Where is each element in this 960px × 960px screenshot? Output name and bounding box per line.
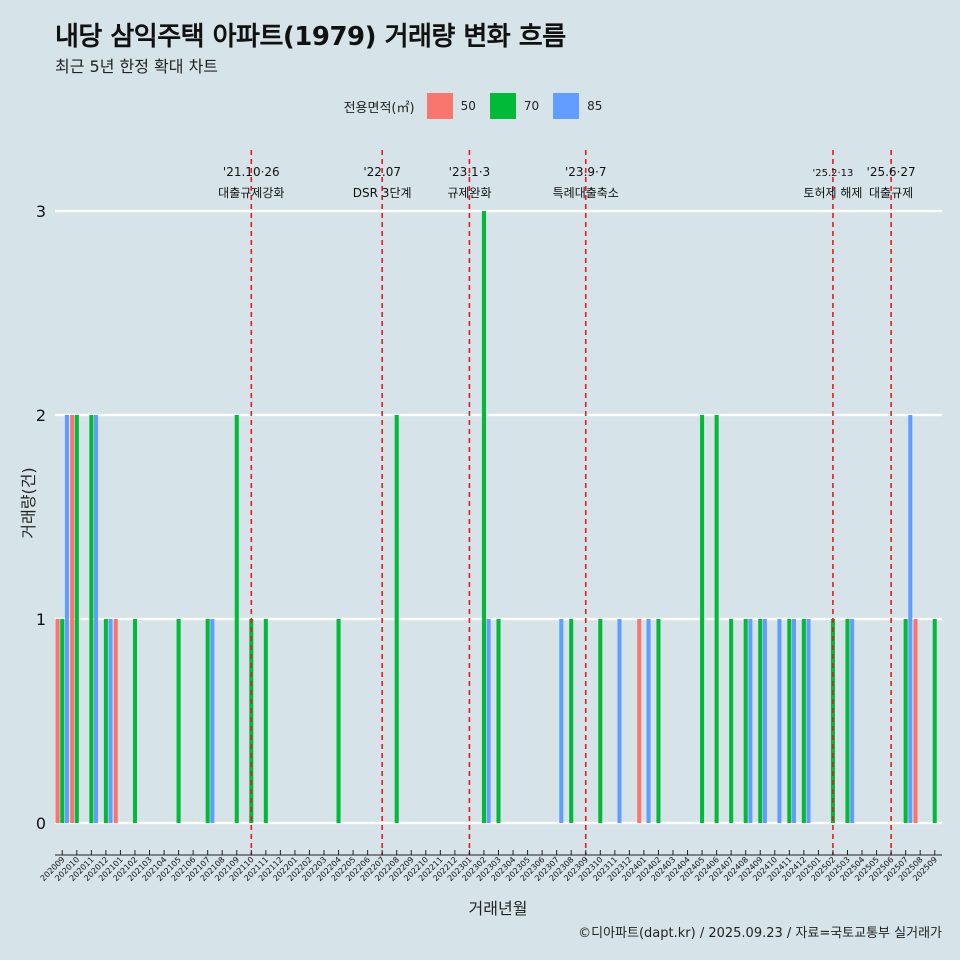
bar-85-202412 bbox=[806, 619, 811, 823]
bar-70-202402 bbox=[656, 619, 661, 823]
event-name-label: 대출규제 bbox=[869, 186, 913, 200]
bar-70-202412 bbox=[801, 619, 806, 823]
legend-label-85: 85 bbox=[587, 99, 603, 113]
bar-85-202411 bbox=[791, 619, 796, 823]
legend-swatch-85 bbox=[553, 93, 580, 119]
annotations: '21.10·26 대출규제강화 '22.07 DSR 3단계 '23.1·3 규제완화 '… bbox=[218, 150, 916, 855]
bar-70-202407 bbox=[729, 619, 734, 823]
y-tick-label: 0 bbox=[36, 814, 46, 833]
bar-70-202208 bbox=[394, 415, 399, 823]
bar-70-202408 bbox=[743, 619, 748, 823]
y-tick-label: 2 bbox=[36, 406, 46, 425]
chart-subtitle: 최근 5년 한정 확대 차트 bbox=[55, 57, 219, 76]
bar-50-202101 bbox=[113, 619, 118, 823]
bar-85-202409 bbox=[762, 619, 767, 823]
bar-70-202111 bbox=[263, 619, 268, 823]
bar-70-202310 bbox=[598, 619, 603, 823]
bar-50-202508 bbox=[913, 619, 918, 823]
bar-70-202503 bbox=[845, 619, 850, 823]
bar-70-202411 bbox=[787, 619, 792, 823]
bar-70-202109 bbox=[234, 415, 239, 823]
bar-85-202503 bbox=[850, 619, 855, 823]
bar-85-202507 bbox=[908, 415, 913, 823]
source-caption: ©디아파트(dapt.kr) / 2025.09.23 / 자료=국토교통부 실… bbox=[578, 926, 942, 941]
event-name-label: DSR 3단계 bbox=[353, 186, 412, 200]
bar-70-202303 bbox=[496, 619, 501, 823]
y-tick-label: 3 bbox=[36, 202, 46, 221]
bar-70-202012 bbox=[103, 619, 108, 823]
legend-item-85: 85 bbox=[553, 93, 602, 119]
event-date-label: '25.2·13 bbox=[812, 168, 853, 179]
bar-85-202012 bbox=[108, 619, 113, 823]
bar-85-202011 bbox=[93, 415, 99, 823]
bar-70-202406 bbox=[714, 415, 719, 823]
bar-85-202408 bbox=[748, 619, 753, 823]
bar-70-202011 bbox=[89, 415, 94, 823]
bar-85-202009 bbox=[64, 415, 69, 823]
legend-title: 전용면적(㎡) bbox=[343, 100, 415, 116]
event-date-label: '21.10·26 bbox=[223, 165, 280, 179]
bar-70-202105 bbox=[176, 619, 181, 823]
event-date-label: '22.07 bbox=[363, 165, 401, 179]
y-tick-label: 1 bbox=[36, 610, 46, 629]
bar-50-202010 bbox=[70, 415, 75, 823]
bars bbox=[55, 211, 937, 823]
bar-85-202410 bbox=[777, 619, 782, 823]
bar-70-202409 bbox=[758, 619, 763, 823]
bar-70-202107 bbox=[205, 619, 210, 823]
bar-85-202311 bbox=[617, 619, 622, 823]
y-axis-label: 거래량(건) bbox=[19, 467, 38, 538]
bar-70-202308 bbox=[569, 619, 574, 823]
bar-50-202401 bbox=[637, 619, 642, 823]
event-name-label: 특례대출축소 bbox=[553, 186, 619, 200]
event-date-label: '23.1·3 bbox=[449, 165, 490, 179]
legend-label-70: 70 bbox=[523, 99, 540, 113]
legend-item-50: 50 bbox=[426, 93, 476, 119]
event-date-label: '23.9·7 bbox=[565, 165, 606, 179]
bar-70-202405 bbox=[700, 415, 705, 823]
bar-70-202204 bbox=[336, 619, 341, 823]
bar-70-202010 bbox=[74, 415, 79, 823]
legend-swatch-70 bbox=[489, 93, 516, 119]
bar-70-202509 bbox=[932, 619, 937, 823]
bar-70-202507 bbox=[903, 619, 908, 823]
chart-title: 내당 삼익주택 아파트(1979) 거래량 변화 흐름 bbox=[55, 22, 566, 52]
legend-label-50: 50 bbox=[460, 99, 476, 113]
bar-85-202302 bbox=[486, 619, 491, 823]
legend-item-70: 70 bbox=[489, 93, 540, 119]
event-name-label: 토허제 해제 bbox=[803, 186, 862, 200]
bar-70-202009 bbox=[60, 619, 65, 823]
bar-85-202401 bbox=[646, 619, 651, 823]
x-axis-label: 거래년월 bbox=[469, 899, 528, 918]
legend: 전용면적(㎡) 50 70 85 bbox=[0, 93, 960, 119]
event-name-label: 대출규제강화 bbox=[218, 186, 284, 200]
bar-70-202102 bbox=[132, 619, 138, 823]
bar-85-202307 bbox=[559, 619, 564, 823]
bar-85-202107 bbox=[210, 619, 215, 823]
event-name-label: 규제완화 bbox=[447, 186, 491, 200]
bar-70-202302 bbox=[481, 211, 486, 823]
bar-50-202009 bbox=[55, 619, 60, 823]
event-date-label: '25.6·27 bbox=[867, 165, 916, 179]
legend-swatch-50 bbox=[426, 93, 453, 119]
